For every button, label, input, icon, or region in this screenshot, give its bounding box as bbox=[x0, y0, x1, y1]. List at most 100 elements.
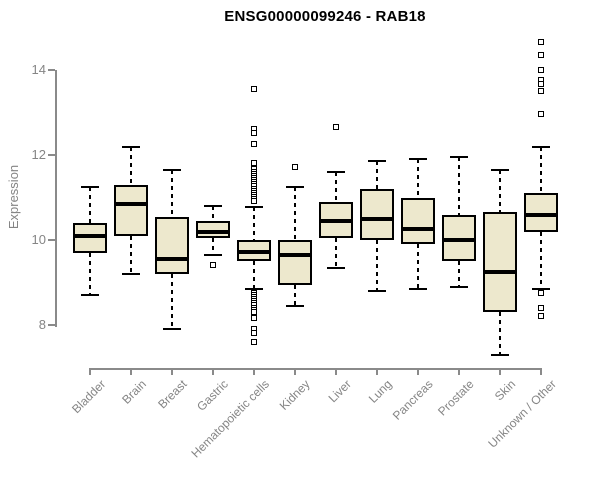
outlier-point bbox=[250, 315, 257, 322]
box bbox=[278, 240, 312, 285]
lower-whisker bbox=[130, 235, 132, 274]
outlier-point bbox=[250, 308, 257, 315]
median-line bbox=[401, 227, 435, 232]
lower-whisker-cap bbox=[409, 287, 427, 290]
y-axis-tick bbox=[48, 239, 55, 241]
lower-whisker-cap bbox=[81, 294, 99, 297]
lower-whisker bbox=[376, 240, 378, 291]
x-axis-tick bbox=[253, 369, 255, 375]
x-axis-tick bbox=[499, 369, 501, 375]
outlier-point bbox=[250, 160, 257, 166]
upper-whisker bbox=[335, 172, 337, 202]
outlier-point bbox=[537, 66, 544, 73]
median-line bbox=[237, 249, 271, 254]
upper-whisker-cap bbox=[122, 145, 140, 148]
lower-whisker-cap bbox=[327, 266, 345, 269]
x-axis-tick bbox=[458, 369, 460, 375]
upper-whisker-cap bbox=[204, 205, 222, 207]
outlier-point bbox=[537, 289, 544, 296]
median-line bbox=[442, 238, 476, 242]
outlier-point bbox=[250, 330, 257, 336]
x-axis-category-label: Prostate bbox=[435, 377, 477, 419]
median-line bbox=[114, 201, 148, 206]
upper-whisker bbox=[417, 159, 419, 198]
lower-whisker bbox=[335, 237, 337, 268]
upper-whisker-cap bbox=[245, 205, 263, 208]
y-axis-tick-label: 14 bbox=[31, 62, 46, 77]
outlier-point bbox=[250, 130, 257, 137]
chart-title: ENSG00000099246 - RAB18 bbox=[224, 8, 426, 25]
outlier-point bbox=[537, 313, 544, 319]
x-axis-category-label: Bladder bbox=[68, 377, 108, 417]
box bbox=[73, 223, 107, 253]
median-line bbox=[319, 218, 353, 223]
y-axis bbox=[55, 70, 57, 327]
box bbox=[442, 214, 476, 262]
upper-whisker bbox=[212, 206, 214, 221]
upper-whisker bbox=[89, 186, 91, 223]
upper-whisker bbox=[130, 146, 132, 185]
upper-whisker bbox=[294, 186, 296, 240]
x-axis-tick bbox=[540, 369, 542, 375]
box bbox=[196, 220, 230, 238]
lower-whisker bbox=[540, 231, 542, 289]
median-line bbox=[360, 216, 394, 221]
x-axis-tick bbox=[335, 369, 337, 375]
x-axis-tick bbox=[130, 369, 132, 375]
box bbox=[483, 212, 517, 313]
outlier-point bbox=[537, 87, 544, 94]
lower-whisker bbox=[212, 237, 214, 255]
x-axis-category-label: Liver bbox=[325, 377, 354, 406]
x-axis-category-label: Breast bbox=[155, 377, 190, 412]
box bbox=[360, 189, 394, 240]
median-line bbox=[524, 212, 558, 217]
upper-whisker bbox=[499, 169, 501, 213]
lower-whisker bbox=[499, 312, 501, 355]
x-axis-tick bbox=[417, 369, 419, 375]
x-axis-tick bbox=[294, 369, 296, 375]
outlier-point bbox=[209, 262, 216, 268]
lower-whisker-cap bbox=[163, 328, 181, 331]
box bbox=[155, 216, 189, 274]
outlier-point bbox=[537, 38, 544, 45]
lower-whisker-cap bbox=[286, 304, 304, 307]
median-line bbox=[278, 252, 312, 257]
lower-whisker-cap bbox=[532, 287, 550, 290]
x-axis-category-label: Lung bbox=[366, 377, 395, 406]
lower-whisker bbox=[253, 261, 255, 289]
lower-whisker-cap bbox=[450, 285, 468, 288]
upper-whisker-cap bbox=[81, 185, 99, 188]
lower-whisker-cap bbox=[204, 253, 222, 256]
box bbox=[524, 193, 558, 232]
outlier-point bbox=[250, 338, 257, 345]
upper-whisker-cap bbox=[450, 156, 468, 159]
x-axis-tick bbox=[89, 369, 91, 375]
lower-whisker-cap bbox=[122, 273, 140, 275]
upper-whisker-cap bbox=[163, 168, 181, 171]
y-axis-tick-label: 10 bbox=[31, 232, 46, 247]
outlier-point bbox=[250, 85, 257, 92]
x-axis-category-label: Brain bbox=[119, 377, 149, 407]
x-axis-tick bbox=[376, 369, 378, 375]
upper-whisker-cap bbox=[491, 168, 509, 171]
y-axis-tick bbox=[48, 324, 55, 326]
x-axis-category-label: Pancreas bbox=[390, 377, 436, 423]
outlier-point bbox=[537, 304, 544, 311]
median-line bbox=[196, 229, 230, 234]
lower-whisker bbox=[294, 284, 296, 306]
upper-whisker-cap bbox=[409, 158, 427, 161]
lower-whisker bbox=[417, 244, 419, 289]
upper-whisker bbox=[458, 157, 460, 215]
upper-whisker bbox=[171, 169, 173, 217]
y-axis-tick-label: 8 bbox=[38, 317, 46, 332]
x-axis-category-label: Skin bbox=[491, 377, 518, 404]
upper-whisker-cap bbox=[327, 171, 345, 173]
outlier-point bbox=[332, 123, 339, 130]
outlier-point bbox=[250, 198, 257, 205]
upper-whisker bbox=[540, 146, 542, 194]
outlier-point bbox=[250, 140, 257, 147]
upper-whisker bbox=[253, 206, 255, 240]
upper-whisker-cap bbox=[368, 160, 386, 163]
box bbox=[401, 197, 435, 245]
